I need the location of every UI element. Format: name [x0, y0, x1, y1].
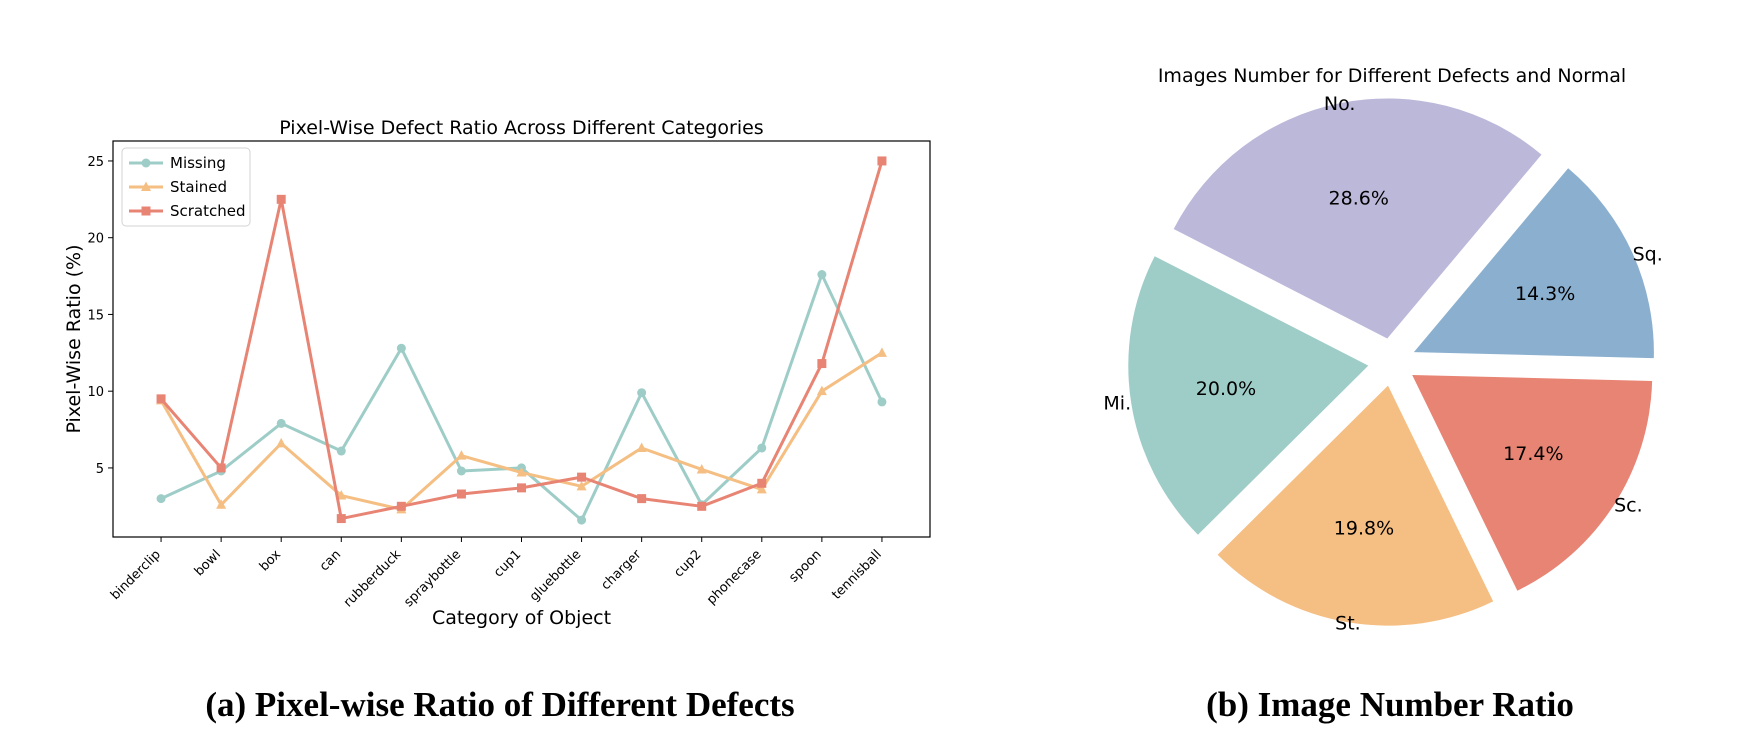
data-point-scratched — [156, 394, 166, 404]
legend-marker-scratched — [141, 206, 151, 216]
y-axis-label: Pixel-Wise Ratio (%) — [63, 244, 85, 433]
data-point-missing — [396, 343, 406, 353]
pie-slice-no — [1173, 98, 1542, 339]
x-tick-label: can — [317, 547, 344, 574]
data-point-scratched — [216, 463, 226, 473]
legend-marker-missing — [141, 158, 151, 168]
data-point-stained — [576, 480, 587, 491]
pie-percent-label: 14.3% — [1515, 283, 1575, 305]
pie-slice-sq — [1413, 168, 1654, 359]
data-point-scratched — [577, 472, 587, 482]
pie-category-label: No. — [1324, 93, 1356, 115]
data-point-missing — [637, 388, 647, 398]
x-tick-label: bowl — [192, 547, 224, 579]
pie-percent-label: 20.0% — [1196, 378, 1256, 400]
data-point-missing — [276, 418, 286, 428]
data-point-scratched — [456, 489, 466, 499]
y-tick-label: 5 — [96, 462, 104, 477]
x-tick-label: tennisball — [829, 547, 884, 602]
pie-category-label: Sc. — [1614, 495, 1643, 517]
data-point-scratched — [336, 514, 346, 524]
data-point-scratched — [517, 483, 526, 493]
x-tick-label: cup1 — [491, 547, 524, 580]
data-point-missing — [156, 494, 166, 504]
x-tick-label: spraybottle — [401, 547, 464, 610]
series-line-missing — [160, 273, 884, 522]
data-point-stained — [756, 483, 767, 494]
data-point-stained — [456, 450, 467, 460]
x-axis-label: Category of Object — [432, 607, 611, 629]
legend-label-stained: Stained — [170, 178, 227, 196]
legend-marker-stained — [141, 181, 151, 191]
data-point-stained — [276, 437, 287, 448]
pie-percent-label: 17.4% — [1503, 443, 1563, 465]
pie-category-label: St. — [1335, 612, 1361, 634]
data-point-scratched — [396, 501, 406, 511]
x-tick-label: rubberduck — [341, 547, 405, 611]
pie-chart-title: Images Number for Different Defects and … — [1158, 65, 1626, 87]
data-point-stained — [636, 442, 647, 452]
data-point-missing — [757, 443, 767, 453]
legend-box — [121, 147, 251, 227]
data-point-missing — [877, 397, 887, 407]
y-tick-label: 15 — [87, 308, 104, 323]
data-point-scratched — [637, 494, 647, 504]
pie-slice-st — [1217, 385, 1494, 626]
data-point-missing — [817, 270, 827, 280]
pie-percent-label: 19.8% — [1334, 518, 1394, 540]
data-point-missing — [577, 515, 587, 525]
y-tick-label: 20 — [87, 232, 104, 247]
pie-category-label: Sq. — [1633, 243, 1663, 265]
data-point-scratched — [757, 478, 767, 488]
data-point-stained — [876, 347, 887, 357]
line-chart-title: Pixel-Wise Defect Ratio Across Different… — [279, 117, 763, 139]
data-point-stained — [336, 490, 347, 500]
caption-line-chart: (a) Pixel-wise Ratio of Different Defect… — [205, 685, 795, 724]
x-tick-label: gluebottle — [527, 547, 584, 604]
pie-slice-sc — [1412, 374, 1653, 591]
data-point-stained — [696, 463, 707, 474]
pie-percent-label: 28.6% — [1329, 187, 1389, 209]
pie-slice-mi — [1128, 256, 1369, 535]
data-point-missing — [456, 466, 466, 476]
data-point-scratched — [697, 501, 707, 511]
legend-label-missing: Missing — [170, 154, 226, 172]
data-point-stained — [516, 467, 527, 477]
data-point-missing — [336, 446, 346, 456]
legend-label-scratched: Scratched — [170, 202, 246, 220]
line-chart-frame — [112, 140, 931, 538]
x-tick-label: spoon — [786, 547, 824, 585]
x-tick-label: cup2 — [671, 547, 704, 580]
x-tick-label: binderclip — [108, 547, 164, 603]
caption-pie-chart: (b) Image Number Ratio — [1206, 685, 1574, 724]
data-point-stained — [216, 499, 227, 509]
data-point-scratched — [817, 359, 827, 369]
y-tick-label: 25 — [87, 155, 104, 170]
x-tick-label: phonecase — [704, 547, 765, 608]
data-point-scratched — [877, 156, 887, 166]
data-point-scratched — [276, 194, 286, 204]
x-tick-label: box — [257, 547, 284, 574]
y-tick-label: 10 — [87, 385, 104, 400]
data-point-stained — [816, 385, 827, 396]
pie-category-label: Mi. — [1103, 392, 1131, 414]
x-tick-label: charger — [598, 547, 644, 593]
